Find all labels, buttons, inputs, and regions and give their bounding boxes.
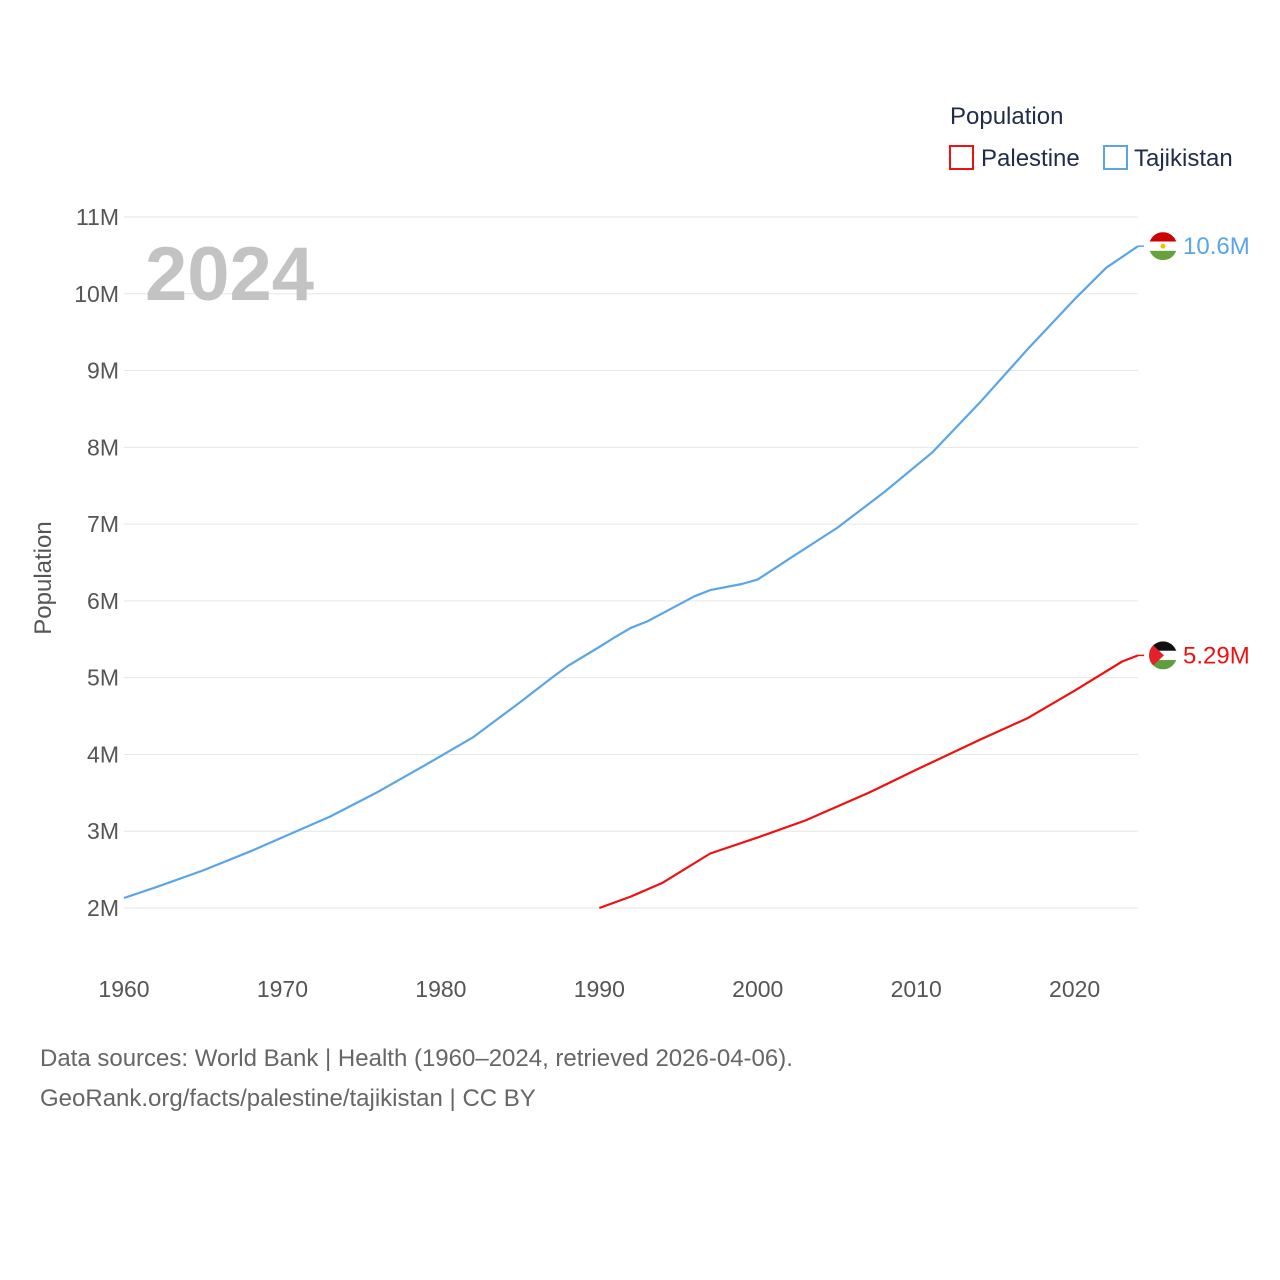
x-tick-label: 2000 [732,976,783,1002]
legend-title: Population [950,103,1063,130]
x-tick-label: 1980 [415,976,466,1002]
attribution-link[interactable]: GeoRank.org/facts/palestine/tajikistan |… [40,1085,536,1112]
y-tick-label: 6M [87,588,119,614]
y-tick-label: 2M [87,895,119,921]
x-tick-label: 1960 [98,976,149,1002]
y-tick-label: 4M [87,741,119,767]
x-tick-label: 2020 [1049,976,1100,1002]
end-value-label-palestine: 5.29M [1183,642,1250,669]
legend[interactable]: Population Palestine Tajikistan [949,103,1233,172]
legend-swatch-palestine[interactable] [949,145,974,170]
x-tick-label: 2010 [891,976,942,1002]
y-tick-label: 9M [87,358,119,384]
y-tick-label: 3M [87,818,119,844]
series-line-tajikistan[interactable] [123,245,1139,900]
series-end-markers: 5.29M 10.6M [1138,232,1250,670]
legend-label-tajikistan[interactable]: Tajikistan [1134,145,1233,172]
year-watermark: 2024 [145,232,314,317]
data-source-note: Data sources: World Bank | Health (1960–… [40,1045,793,1072]
y-axis-ticks: 2M 3M 4M 5M 6M 7M 8M 9M 10M 11M [74,204,119,921]
tajikistan-flag-icon [1149,232,1177,261]
legend-swatch-tajikistan[interactable] [1103,145,1128,170]
series-line-palestine[interactable] [598,654,1139,910]
y-tick-label: 10M [74,281,119,307]
y-tick-label: 8M [87,434,119,460]
y-axis-label: Population [30,521,57,634]
y-tick-label: 11M [76,204,119,230]
series-lines [123,245,1139,910]
x-tick-label: 1990 [574,976,625,1002]
y-tick-label: 5M [87,665,119,691]
end-value-label-tajikistan: 10.6M [1183,233,1250,260]
x-tick-label: 1970 [257,976,308,1002]
y-tick-label: 7M [87,511,119,537]
legend-label-palestine[interactable]: Palestine [981,145,1080,172]
x-axis-ticks: 1960 1970 1980 1990 2000 2010 2020 [98,976,1100,1002]
palestine-flag-icon [1149,641,1177,670]
gridlines [124,216,1138,909]
